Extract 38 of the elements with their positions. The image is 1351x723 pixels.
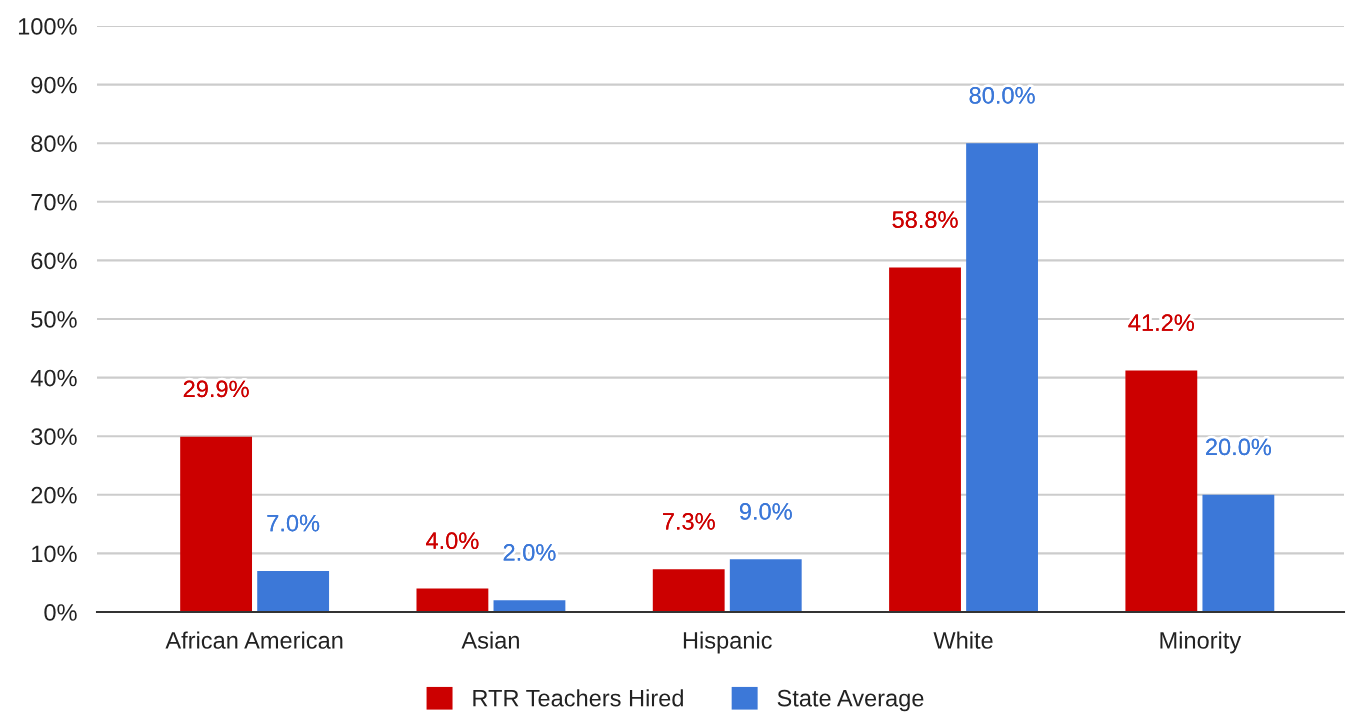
y-tick-label: 90% <box>31 76 77 94</box>
data-label: 20.0% <box>1206 438 1272 456</box>
bar <box>966 143 1038 612</box>
y-tick-label: 80% <box>31 135 77 152</box>
legend-label: State Average <box>777 689 924 712</box>
bar <box>416 588 489 612</box>
x-tick-label: Asian <box>461 631 519 649</box>
y-tick-label: 30% <box>31 428 77 445</box>
bar <box>493 600 566 612</box>
data-label: 9.0% <box>739 503 792 520</box>
y-tick-label: 50% <box>31 311 77 328</box>
x-tick-label: African American <box>165 631 343 649</box>
bar <box>257 570 330 612</box>
x-tick-label: White <box>933 631 993 649</box>
x-tick-label: Hispanic <box>683 631 772 654</box>
bar <box>652 569 725 612</box>
bar <box>1125 370 1198 612</box>
bar <box>1202 494 1275 612</box>
y-tick-label: 10% <box>32 545 77 563</box>
legend-label: RTR Teachers Hired <box>473 689 683 707</box>
y-tick-label: 70% <box>31 193 77 211</box>
y-tick-label: 20% <box>31 486 77 504</box>
y-tick-label: 60% <box>31 252 77 270</box>
y-tick-label: 100% <box>18 18 77 35</box>
bar <box>889 267 961 612</box>
y-tick-label: 40% <box>30 369 77 387</box>
bar <box>729 559 802 612</box>
data-label: 29.9% <box>183 380 249 398</box>
bar <box>180 436 253 612</box>
data-label: 7.0% <box>267 514 320 532</box>
data-label: 41.2% <box>1128 314 1194 331</box>
data-label: 80.0% <box>969 86 1035 104</box>
data-label: 4.0% <box>426 532 479 550</box>
x-tick-label: Minority <box>1160 631 1242 654</box>
data-label: 2.0% <box>503 544 556 561</box>
data-label: 58.8% <box>892 211 958 228</box>
data-label: 7.3% <box>663 513 715 530</box>
y-tick-label: 0% <box>44 604 77 621</box>
